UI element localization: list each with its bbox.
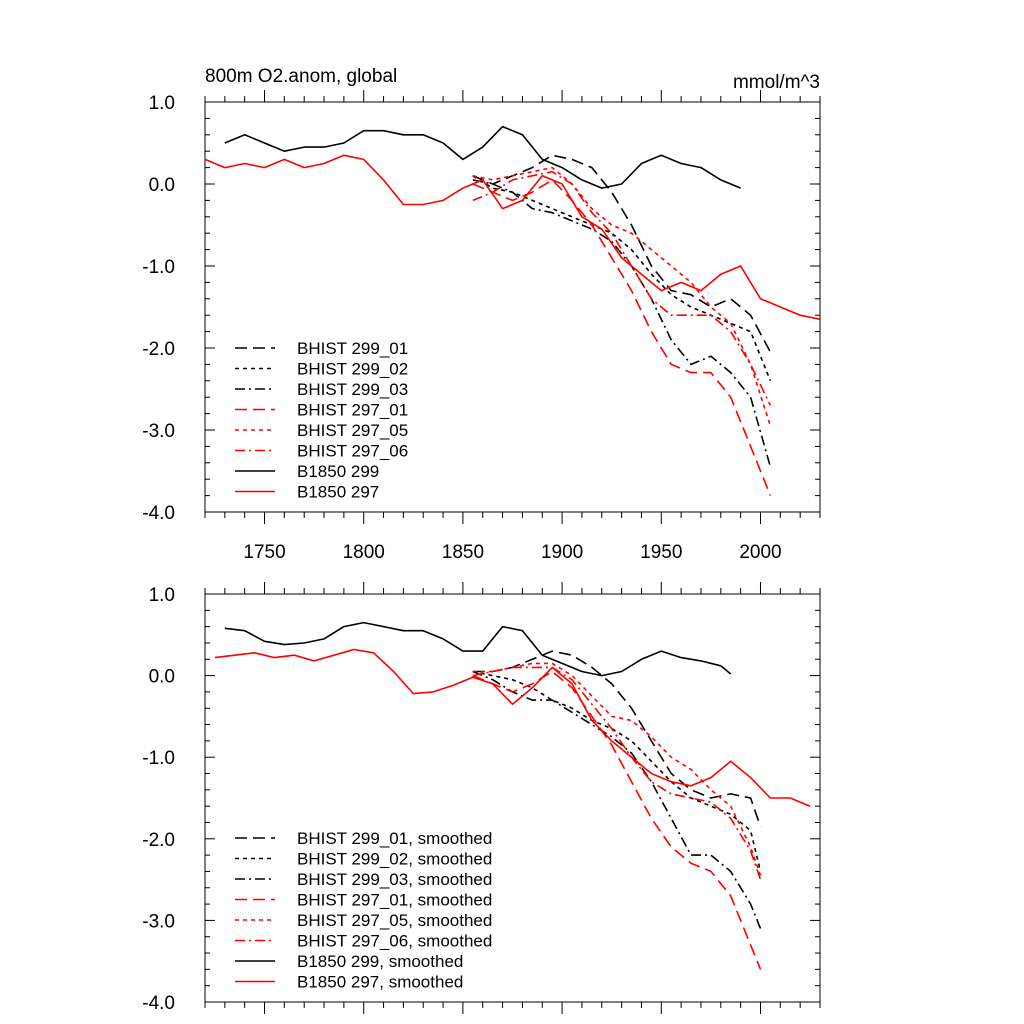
series-line-1 — [472, 650, 762, 827]
series-line-2 — [472, 175, 772, 382]
plot-frame — [204, 101, 821, 513]
legend-entry: B1850 299, smoothed — [297, 952, 463, 971]
series-line-1 — [472, 154, 772, 353]
x-tick-label: 2000 — [739, 542, 781, 563]
legend-entry: BHIST 297_06 — [297, 442, 408, 461]
legend-entry: BHIST 299_03 — [297, 380, 408, 399]
series-line-7 — [224, 125, 741, 189]
y-tick-label: -1.0 — [142, 748, 175, 769]
legend-entry: BHIST 299_01, smoothed — [297, 829, 492, 848]
legend-entry: BHIST 299_02 — [297, 360, 408, 379]
y-tick-label: 0.0 — [149, 667, 175, 688]
x-tick-label: 1950 — [640, 542, 682, 563]
legend-entry: BHIST 297_05, smoothed — [297, 911, 492, 930]
legend-entry: BHIST 297_01 — [297, 401, 408, 420]
x-tick-label: 1850 — [442, 542, 484, 563]
series-line-5 — [472, 662, 762, 876]
x-tick-label: 1900 — [541, 542, 583, 563]
y-tick-label: 0.0 — [149, 175, 175, 196]
chart-panel-1: 800m O2.anom, global mmol/m^3 1.0 0.0 -1.0 -2… — [142, 66, 821, 563]
y-tick-label: -3.0 — [142, 421, 175, 442]
series-line-4 — [472, 670, 762, 970]
series-line-8 — [214, 648, 811, 807]
y-tick-label: 1.0 — [149, 93, 175, 114]
series-line-6 — [472, 170, 772, 406]
legend-entry: BHIST 297_06, smoothed — [297, 932, 492, 951]
series-line-5 — [472, 166, 772, 427]
y-tick-label: 1.0 — [149, 585, 175, 606]
y-tick-label: -1.0 — [142, 257, 175, 278]
legend-entry: BHIST 299_02, smoothed — [297, 850, 492, 869]
series-line-3 — [472, 179, 772, 468]
y-tick-label: -4.0 — [142, 503, 175, 524]
legend-entry: BHIST 299_01 — [297, 339, 408, 358]
series-line-4 — [472, 179, 772, 496]
units-label: mmol/m^3 — [733, 72, 820, 93]
x-tick-label: 1750 — [243, 542, 285, 563]
legend-entry: BHIST 299_03, smoothed — [297, 870, 492, 889]
chart-title: 800m O2.anom, global — [205, 66, 397, 87]
legend-entry: B1850 297, smoothed — [297, 973, 463, 992]
series-line-3 — [472, 670, 762, 929]
y-tick-label: -3.0 — [142, 911, 175, 932]
series-line-8 — [204, 154, 821, 321]
legend-entry: BHIST 297_01, smoothed — [297, 891, 492, 910]
y-tick-label: -4.0 — [142, 993, 175, 1014]
legend-entry: BHIST 297_05 — [297, 421, 408, 440]
series-line-7 — [224, 621, 732, 677]
legend-entry: B1850 297 — [297, 483, 379, 502]
x-tick-label: 1800 — [343, 542, 385, 563]
plot-frame — [204, 593, 821, 1003]
y-tick-label: -2.0 — [142, 830, 175, 851]
legend: BHIST 299_01, smoothed BHIST 299_02, smoo… — [235, 829, 492, 992]
y-tick-label: -2.0 — [142, 339, 175, 360]
legend-entry: B1850 299 — [297, 462, 379, 481]
chart-panel-2: 1.0 0.0 -1.0 -2.0 -3.0 -4.0 BHIST 299_01, smoo… — [142, 582, 821, 1014]
series-line-6 — [472, 666, 762, 880]
